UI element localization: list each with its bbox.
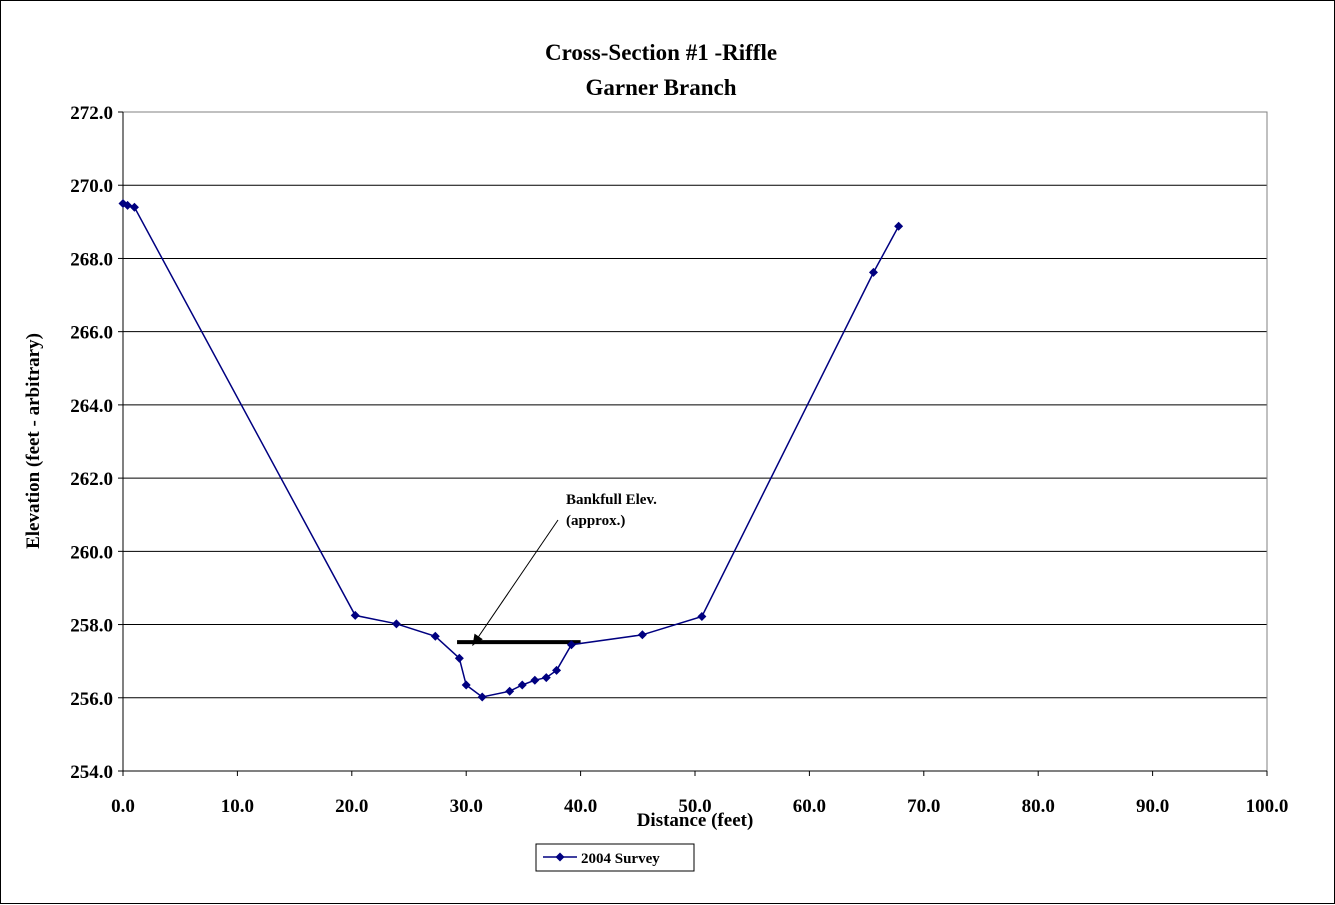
gridlines	[123, 111, 1267, 699]
legend-label: 2004 Survey	[581, 851, 660, 867]
y-tick-label: 262.0	[70, 469, 113, 490]
x-tick-label: 100.0	[1246, 796, 1289, 817]
chart-title-line-1: Cross-Section #1 -Riffle	[545, 40, 777, 65]
legend: 2004 Survey	[535, 843, 695, 872]
plot-area	[122, 111, 1268, 772]
axes	[118, 111, 1268, 776]
x-tick-label: 20.0	[335, 796, 368, 817]
legend-marker-swatch	[555, 852, 565, 862]
bankfull-arrow-head	[472, 633, 483, 646]
y-tick-label: 256.0	[70, 689, 113, 710]
data-point	[123, 200, 133, 210]
data-point	[505, 686, 515, 696]
bankfull-annotation: Bankfull Elev. (approx.)	[457, 492, 657, 646]
x-axis-label: Distance (feet)	[637, 810, 754, 831]
y-tick-label: 260.0	[70, 542, 113, 563]
chart-title-line-2: Garner Branch	[586, 75, 737, 100]
series-2004-survey	[118, 199, 904, 702]
y-tick-label: 266.0	[70, 323, 113, 344]
data-point	[129, 202, 139, 212]
data-point	[552, 665, 562, 675]
y-tick-label: 268.0	[70, 249, 113, 270]
series-line	[122, 202, 900, 698]
bankfull-label-line: Bankfull Elev.	[566, 492, 657, 508]
bankfull-arrow-shaft	[472, 519, 559, 646]
data-point	[517, 680, 527, 690]
y-tick-label: 270.0	[70, 176, 113, 197]
data-point	[697, 612, 707, 622]
data-point	[391, 619, 401, 629]
y-axis-label: Elevation (feet - arbitrary)	[23, 333, 44, 549]
data-point	[541, 673, 551, 683]
x-tick-label: 30.0	[450, 796, 483, 817]
data-point	[894, 221, 904, 231]
y-tick-label: 272.0	[70, 103, 113, 124]
data-point	[454, 653, 464, 663]
data-point	[430, 631, 440, 641]
y-tick-label: 264.0	[70, 396, 113, 417]
y-tick-label: 258.0	[70, 616, 113, 637]
data-point	[566, 640, 576, 650]
data-point	[461, 680, 471, 690]
x-tick-label: 80.0	[1022, 796, 1055, 817]
x-tick-label: 40.0	[564, 796, 597, 817]
x-tick-label: 0.0	[111, 796, 135, 817]
x-tick-labels: 0.0 10.0 20.0 30.0 40.0 50.0 60.0 70.0 80.0 90.0 1…	[111, 796, 1288, 817]
x-tick-label: 50.0	[678, 796, 711, 817]
x-tick-label: 60.0	[793, 796, 826, 817]
data-point	[637, 630, 647, 640]
y-tick-labels: 254.0 256.0 258.0 260.0 262.0 264.0 266.0 268.0…	[70, 103, 113, 783]
data-point	[868, 267, 878, 277]
data-point	[350, 610, 360, 620]
x-tick-label: 70.0	[907, 796, 940, 817]
bankfull-label-line: (approx.)	[566, 513, 625, 529]
data-point	[530, 675, 540, 685]
y-tick-label: 254.0	[70, 762, 113, 783]
data-point	[477, 692, 487, 702]
x-tick-label: 10.0	[221, 796, 254, 817]
x-tick-label: 90.0	[1136, 796, 1169, 817]
